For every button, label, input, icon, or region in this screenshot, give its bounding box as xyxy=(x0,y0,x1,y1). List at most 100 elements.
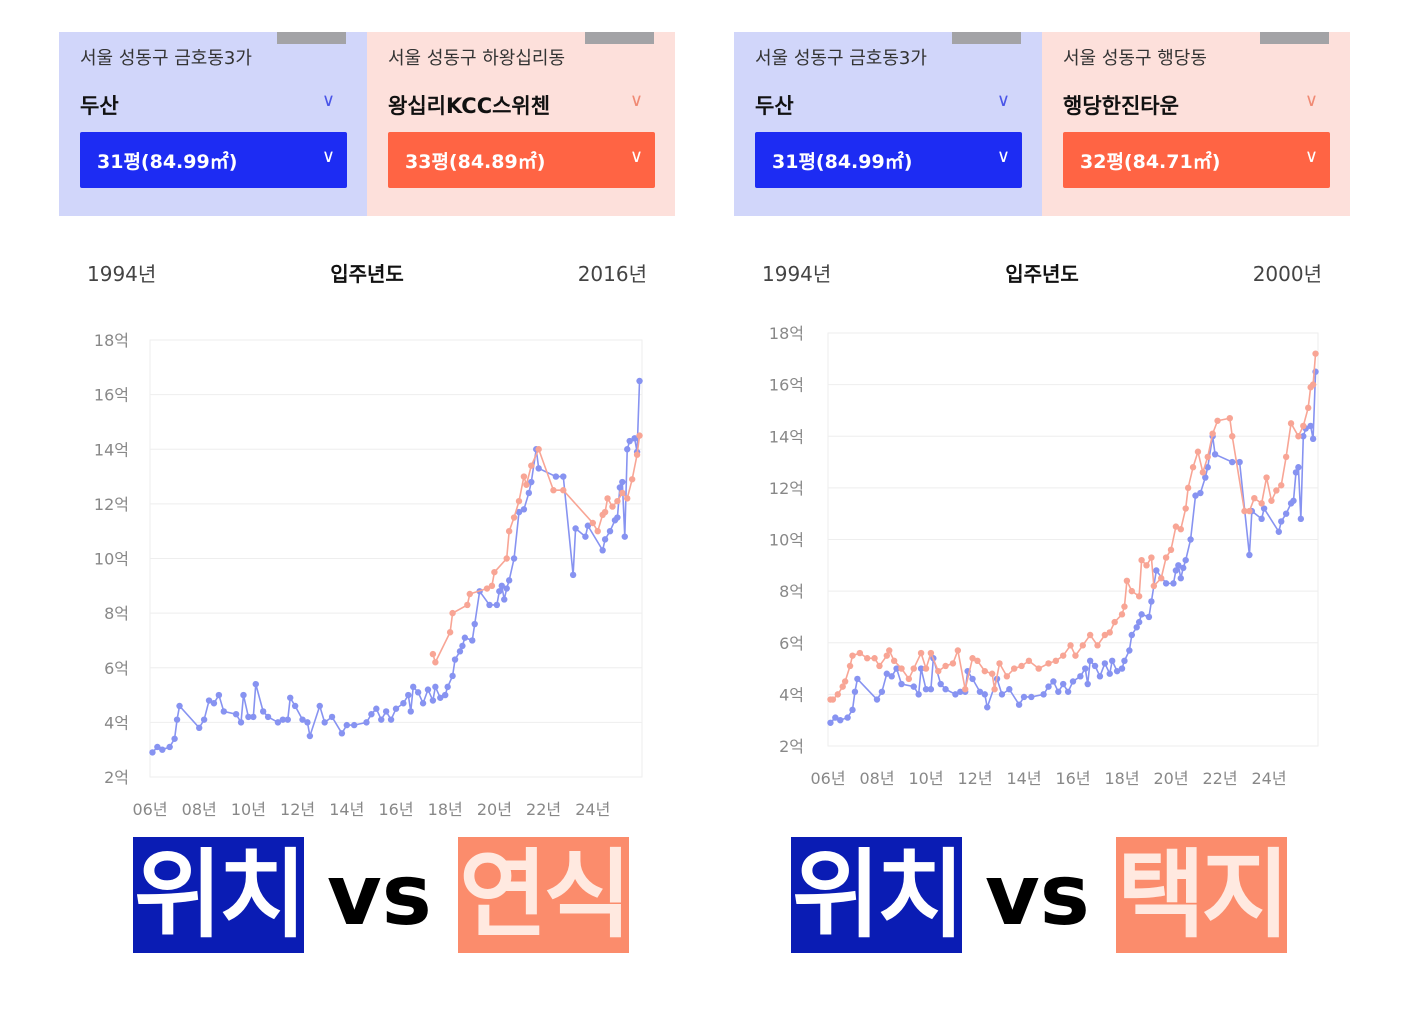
data-point[interactable] xyxy=(1184,484,1192,492)
data-point[interactable] xyxy=(1258,515,1265,523)
data-point[interactable] xyxy=(373,705,380,712)
chevron-down-icon[interactable]: ∨ xyxy=(321,90,335,111)
data-point[interactable] xyxy=(1145,613,1153,621)
data-point[interactable] xyxy=(1172,567,1180,574)
data-point[interactable] xyxy=(619,478,626,486)
data-point[interactable] xyxy=(316,702,323,710)
data-point[interactable] xyxy=(910,683,917,690)
data-point[interactable] xyxy=(1282,510,1290,517)
drag-handle[interactable] xyxy=(585,32,654,44)
data-point[interactable] xyxy=(922,665,930,672)
data-point[interactable] xyxy=(1175,562,1182,569)
data-point[interactable] xyxy=(515,508,523,516)
data-point[interactable] xyxy=(991,686,998,693)
data-point[interactable] xyxy=(614,514,621,521)
data-point[interactable] xyxy=(414,689,422,696)
data-point[interactable] xyxy=(834,691,841,698)
data-point[interactable] xyxy=(917,665,925,672)
data-point[interactable] xyxy=(631,435,638,442)
size-dropdown[interactable]: 33평(84.89㎡) ∨ xyxy=(388,132,655,188)
apartment-dropdown[interactable]: 두산 xyxy=(755,94,794,118)
data-point[interactable] xyxy=(609,503,616,510)
data-point[interactable] xyxy=(1211,451,1219,458)
data-point[interactable] xyxy=(535,446,542,453)
data-point[interactable] xyxy=(1295,433,1302,440)
data-point[interactable] xyxy=(493,601,501,609)
data-point[interactable] xyxy=(560,473,567,480)
data-point[interactable] xyxy=(1246,551,1253,559)
drag-handle[interactable] xyxy=(277,32,346,44)
data-point[interactable] xyxy=(220,708,227,715)
data-point[interactable] xyxy=(321,719,328,726)
data-point[interactable] xyxy=(1287,420,1295,427)
data-point[interactable] xyxy=(252,680,259,688)
data-point[interactable] xyxy=(1275,528,1282,535)
data-point[interactable] xyxy=(1278,482,1285,489)
data-point[interactable] xyxy=(1236,458,1243,466)
data-point[interactable] xyxy=(560,487,567,494)
data-point[interactable] xyxy=(1180,564,1187,572)
data-point[interactable] xyxy=(1312,350,1319,357)
data-point[interactable] xyxy=(419,700,427,707)
data-point[interactable] xyxy=(935,667,942,675)
data-point[interactable] xyxy=(1309,435,1317,443)
data-point[interactable] xyxy=(1067,642,1074,649)
data-point[interactable] xyxy=(890,657,898,665)
data-point[interactable] xyxy=(1064,688,1072,695)
data-point[interactable] xyxy=(442,691,449,699)
data-point[interactable] xyxy=(446,629,454,636)
chevron-down-icon[interactable]: ∨ xyxy=(629,90,643,111)
data-point[interactable] xyxy=(1050,678,1057,685)
data-point[interactable] xyxy=(1118,665,1126,672)
data-point[interactable] xyxy=(501,596,508,603)
data-point[interactable] xyxy=(451,656,459,663)
data-point[interactable] xyxy=(1187,536,1194,543)
data-point[interactable] xyxy=(851,688,859,695)
data-point[interactable] xyxy=(498,582,505,590)
data-point[interactable] xyxy=(594,527,601,535)
data-point[interactable] xyxy=(957,688,964,695)
data-point[interactable] xyxy=(1182,556,1189,564)
data-point[interactable] xyxy=(173,716,181,723)
data-point[interactable] xyxy=(1045,683,1052,690)
apartment-dropdown[interactable]: 왕십리KCC스위첸 xyxy=(388,94,551,118)
data-point[interactable] xyxy=(304,719,311,726)
data-point[interactable] xyxy=(1162,580,1170,587)
data-point[interactable] xyxy=(1226,414,1233,422)
data-point[interactable] xyxy=(1135,618,1143,626)
data-point[interactable] xyxy=(552,473,560,480)
data-point[interactable] xyxy=(937,680,944,688)
data-point[interactable] xyxy=(606,527,614,535)
data-point[interactable] xyxy=(1121,603,1128,610)
data-point[interactable] xyxy=(306,732,314,740)
data-point[interactable] xyxy=(368,710,375,718)
data-point[interactable] xyxy=(205,697,213,704)
data-point[interactable] xyxy=(400,700,407,707)
data-point[interactable] xyxy=(166,743,173,751)
data-point[interactable] xyxy=(1278,518,1285,525)
data-point[interactable] xyxy=(407,708,414,715)
data-point[interactable] xyxy=(432,659,439,666)
data-point[interactable] xyxy=(915,691,922,698)
data-point[interactable] xyxy=(998,691,1006,698)
data-point[interactable] xyxy=(1082,665,1089,672)
data-point[interactable] xyxy=(1040,691,1047,698)
data-point[interactable] xyxy=(1300,433,1307,440)
data-point[interactable] xyxy=(1106,670,1113,677)
data-point[interactable] xyxy=(471,620,478,628)
data-point[interactable] xyxy=(437,694,444,701)
data-point[interactable] xyxy=(159,746,166,753)
data-point[interactable] xyxy=(1052,657,1060,665)
data-point[interactable] xyxy=(1128,631,1135,639)
data-point[interactable] xyxy=(264,713,272,721)
data-point[interactable] xyxy=(942,662,949,670)
data-point[interactable] xyxy=(1045,660,1052,667)
data-point[interactable] xyxy=(459,642,466,650)
data-point[interactable] xyxy=(505,577,513,584)
data-point[interactable] xyxy=(614,497,621,505)
data-point[interactable] xyxy=(1197,489,1204,497)
data-point[interactable] xyxy=(1148,554,1155,561)
data-point[interactable] xyxy=(917,649,925,657)
data-point[interactable] xyxy=(1241,507,1248,515)
chevron-down-icon[interactable]: ∨ xyxy=(996,90,1010,111)
